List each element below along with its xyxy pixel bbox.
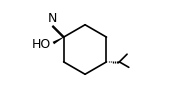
Text: HO: HO — [32, 38, 51, 51]
Text: N: N — [48, 12, 58, 25]
Polygon shape — [53, 37, 64, 44]
